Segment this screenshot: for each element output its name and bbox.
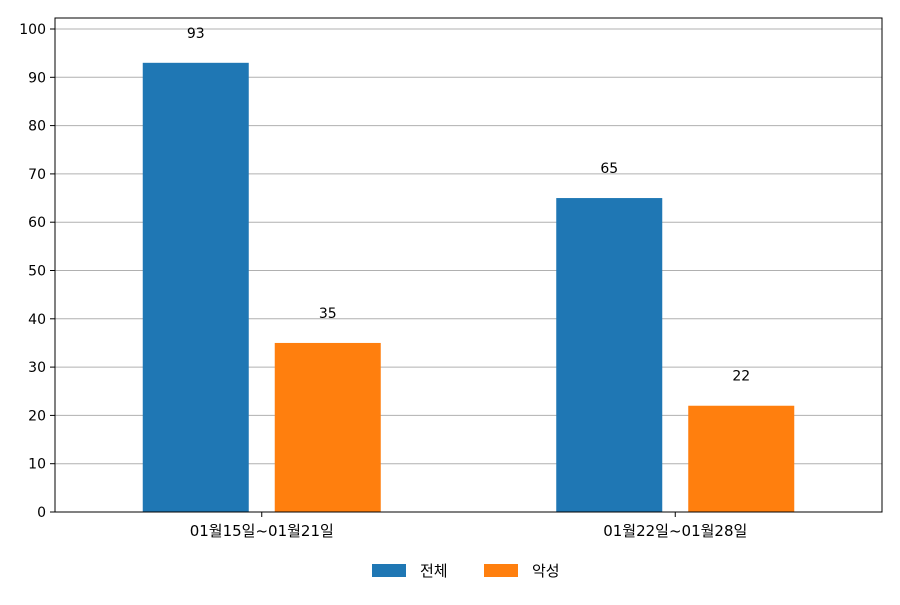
y-tick-label: 80 xyxy=(28,119,46,135)
y-tick-label: 50 xyxy=(28,264,46,280)
y-tick-label: 60 xyxy=(28,215,46,231)
x-axis: 01월15일~01월21일 01월22일~01월28일 xyxy=(190,512,747,540)
x-category-label: 01월15일~01월21일 xyxy=(190,522,334,540)
bar-value-label: 93 xyxy=(187,26,205,42)
legend-label: 전체 xyxy=(420,562,448,580)
bar-malicious xyxy=(688,405,795,512)
y-tick-label: 90 xyxy=(28,70,46,86)
y-tick-label: 70 xyxy=(28,167,46,183)
legend-swatch xyxy=(372,564,406,577)
bar-total xyxy=(556,198,663,513)
y-tick-label: 10 xyxy=(28,457,46,473)
y-tick-label: 20 xyxy=(28,408,46,424)
y-tick-label: 30 xyxy=(28,360,46,376)
bar-value-label: 22 xyxy=(732,369,750,385)
legend-swatch xyxy=(484,564,518,577)
bar-value-label: 65 xyxy=(600,161,618,177)
bars-layer xyxy=(142,62,795,513)
y-tick-label: 0 xyxy=(37,505,46,521)
legend-label: 악성 xyxy=(532,562,560,580)
bar-malicious xyxy=(274,342,381,512)
data-labels-layer: 93 35 65 22 xyxy=(187,26,750,385)
legend: 전체 악성 xyxy=(372,562,560,580)
bar-total xyxy=(142,62,249,513)
plot-frame xyxy=(54,17,883,513)
y-tick-label: 40 xyxy=(28,312,46,328)
bar-value-label: 35 xyxy=(319,306,337,322)
y-axis: 0 10 20 30 40 50 60 70 80 90 100 xyxy=(19,22,55,521)
x-category-label: 01월22일~01월28일 xyxy=(603,522,747,540)
y-tick-label: 100 xyxy=(19,22,46,38)
